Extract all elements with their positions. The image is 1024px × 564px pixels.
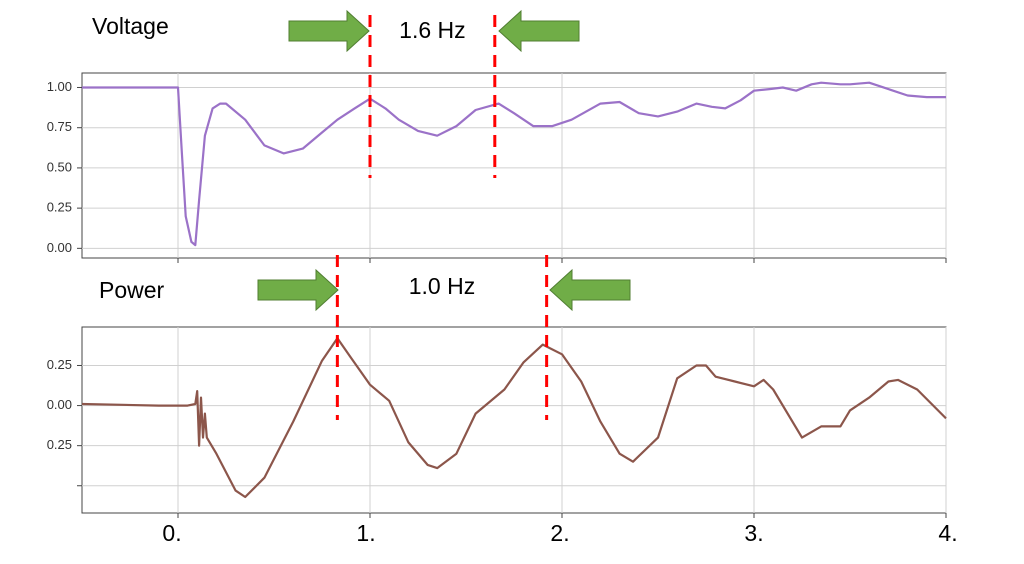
data-line [82,81,946,247]
arrow [549,269,631,311]
x-tick-label: 1. [356,520,375,546]
panel-title: Power [99,277,165,303]
y-tick-label: 0.00 [47,240,72,255]
frequency-label: 1.0 Hz [409,273,475,299]
y-tick-label: 0.25 [47,437,72,452]
arrow [257,269,339,311]
y-tick-label: 0.75 [47,119,72,134]
data-line [81,337,947,499]
plot-area [81,72,947,259]
x-tick-label: 2. [550,520,569,546]
frequency-label: 1.6 Hz [399,17,465,43]
x-tick-label: 3. [744,520,763,546]
plot-area [81,326,947,514]
y-tick-label: 0.25 [47,357,72,372]
y-tick-label: 0.00 [47,397,72,412]
x-tick-label: 4. [938,520,957,546]
panel-title: Voltage [92,13,169,39]
arrow [498,10,580,52]
y-tick-label: 1.00 [47,79,72,94]
y-tick-label: 0.25 [47,200,72,215]
arrow [288,10,370,52]
y-tick-label: 0.50 [47,159,72,174]
x-tick-label: 0. [162,520,181,546]
